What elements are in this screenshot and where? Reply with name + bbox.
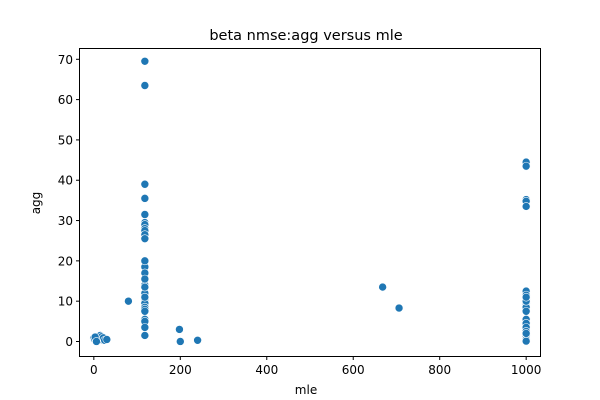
y-axis-label: agg — [29, 192, 43, 215]
x-axis-label: mle — [295, 383, 317, 397]
plot-frame — [79, 48, 541, 357]
x-tick-label: 1000 — [511, 363, 542, 377]
scatter-point — [140, 256, 150, 266]
data-points — [89, 57, 531, 346]
scatter-point — [140, 274, 150, 284]
scatter-point — [394, 303, 404, 313]
scatter-point — [140, 323, 150, 332]
scatter-point — [124, 296, 133, 306]
axis-ticks: 0 200 400 600 800 1000 0 10 20 30 40 50 60 70 — [58, 53, 542, 377]
x-tick-label: 400 — [255, 363, 278, 377]
y-tick-label: 0 — [65, 335, 73, 349]
scatter-point — [140, 81, 150, 90]
scatter-point — [140, 210, 150, 219]
scatter-point — [521, 336, 531, 346]
scatter-point — [140, 57, 150, 66]
scatter-point — [140, 292, 150, 302]
scatter-point — [175, 325, 184, 334]
scatter-point — [102, 335, 112, 344]
y-tick-label: 40 — [58, 174, 73, 188]
chart-title: beta nmse:agg versus mle — [209, 28, 402, 44]
scatter-point — [140, 282, 150, 292]
scatter-point — [140, 179, 150, 189]
scatter-point — [140, 306, 150, 316]
scatter-point — [521, 306, 531, 316]
scatter-point — [521, 161, 531, 171]
x-tick-label: 600 — [342, 363, 365, 377]
scatter-point — [521, 202, 531, 211]
x-tick-label: 0 — [90, 363, 98, 377]
x-tick-label: 200 — [169, 363, 192, 377]
x-tick-label: 800 — [428, 363, 451, 377]
y-tick-label: 30 — [58, 214, 73, 228]
scatter-point — [521, 292, 531, 302]
y-tick-label: 20 — [58, 254, 73, 268]
y-tick-label: 10 — [58, 295, 73, 309]
scatter-point — [92, 337, 101, 346]
y-tick-label: 60 — [58, 93, 73, 107]
scatter-point — [140, 234, 150, 243]
y-tick-label: 50 — [58, 133, 73, 147]
scatter-point — [140, 194, 150, 203]
scatter-point — [193, 335, 202, 345]
scatter-point — [378, 282, 387, 292]
scatter-point — [521, 329, 531, 338]
scatter-point — [176, 337, 185, 346]
scatter-point — [140, 331, 150, 340]
y-tick-label: 70 — [58, 53, 73, 67]
